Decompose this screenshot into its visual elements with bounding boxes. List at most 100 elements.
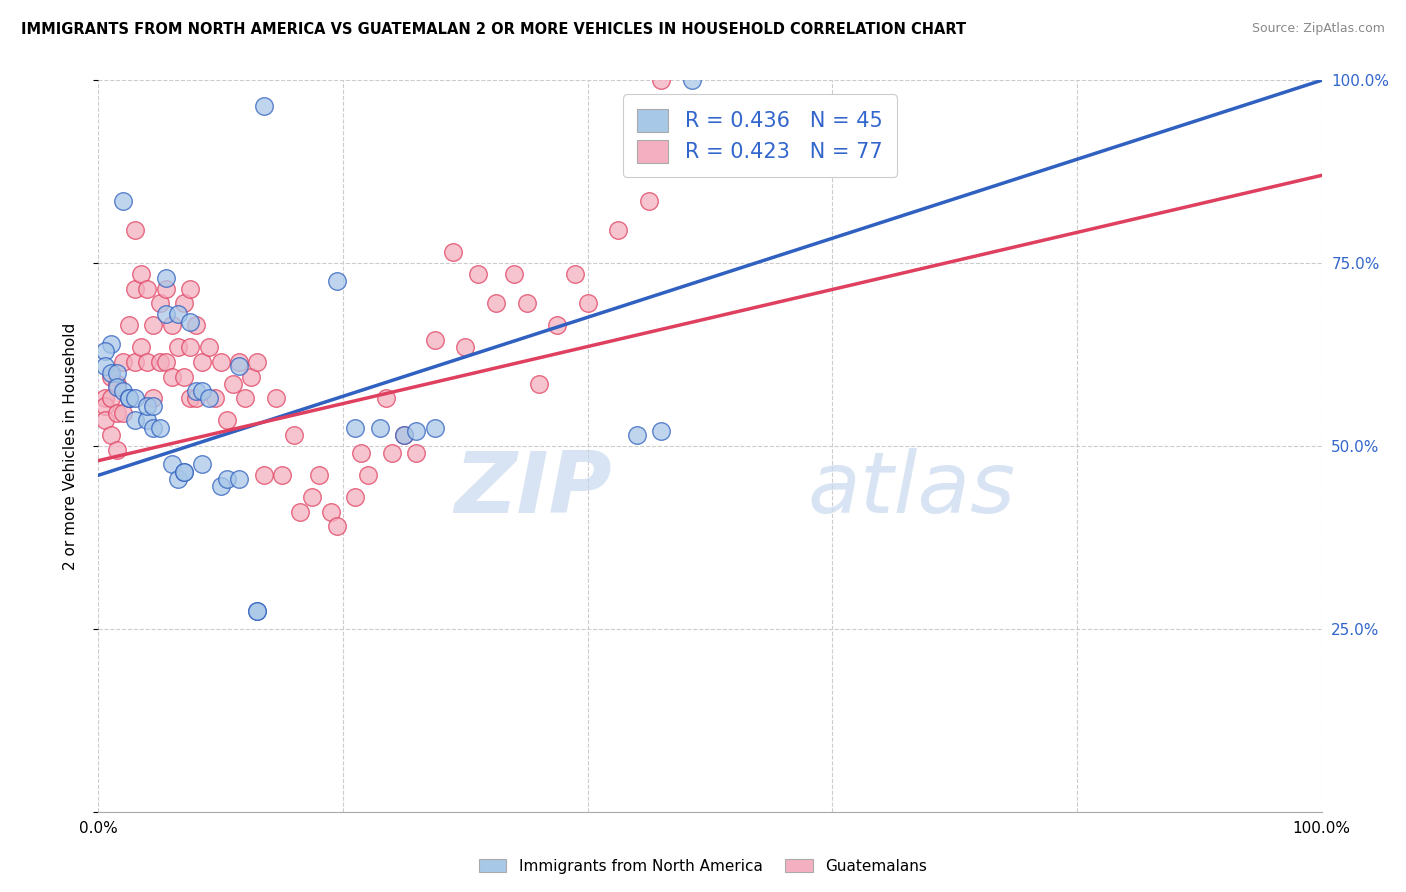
Point (191, 355, 214, 369)
Point (209, 355, 232, 369)
Point (186, 392, 208, 406)
Point (118, 392, 141, 406)
Point (301, 490, 323, 504)
Point (405, 446, 427, 460)
Point (167, 472, 190, 486)
Point (503, 267, 526, 281)
Point (124, 392, 146, 406)
Text: IMMIGRANTS FROM NORTH AMERICA VS GUATEMALAN 2 OR MORE VEHICLES IN HOUSEHOLD CORR: IMMIGRANTS FROM NORTH AMERICA VS GUATEMA… (21, 22, 966, 37)
Point (136, 413, 159, 427)
Point (326, 275, 349, 289)
Point (93, 359, 115, 373)
Point (100, 428, 122, 442)
Point (270, 468, 294, 483)
Legend: R = 0.436   N = 45, R = 0.423   N = 77: R = 0.436 N = 45, R = 0.423 N = 77 (623, 95, 897, 178)
Point (197, 392, 219, 406)
Point (142, 421, 165, 435)
Point (564, 267, 586, 281)
Point (350, 446, 373, 460)
Point (392, 428, 416, 442)
Point (142, 399, 165, 413)
Point (650, 73, 672, 87)
Point (264, 392, 287, 406)
Point (423, 333, 446, 347)
Point (186, 384, 208, 399)
Point (124, 223, 146, 237)
Point (485, 296, 508, 310)
Point (136, 282, 159, 296)
Point (167, 340, 190, 354)
Point (118, 392, 141, 406)
Point (240, 369, 263, 384)
Point (167, 307, 190, 321)
Point (344, 421, 367, 435)
Point (155, 307, 177, 321)
Point (423, 421, 446, 435)
Point (197, 340, 219, 354)
Point (283, 428, 305, 442)
Point (179, 282, 201, 296)
Point (637, 194, 661, 208)
Point (160, 318, 183, 333)
Point (215, 472, 238, 486)
Point (576, 296, 599, 310)
Point (441, 245, 464, 260)
Point (179, 392, 201, 406)
Point (228, 355, 250, 369)
Point (326, 519, 349, 533)
Point (246, 603, 269, 617)
Point (111, 355, 134, 369)
Point (405, 425, 427, 439)
Point (527, 376, 550, 391)
Point (100, 336, 122, 351)
Point (392, 428, 416, 442)
Point (246, 603, 269, 617)
Point (105, 406, 128, 420)
Point (136, 399, 159, 413)
Point (546, 318, 568, 333)
Point (111, 194, 134, 208)
Point (105, 380, 128, 394)
Point (228, 359, 250, 373)
Point (93, 392, 115, 406)
Point (129, 267, 152, 281)
Point (368, 421, 391, 435)
Point (173, 465, 195, 479)
Point (308, 468, 330, 483)
Point (173, 369, 195, 384)
Point (233, 392, 256, 406)
Point (105, 376, 128, 391)
Point (160, 457, 183, 471)
Point (319, 505, 342, 519)
Point (111, 384, 134, 399)
Point (155, 355, 177, 369)
Point (191, 457, 214, 471)
Point (100, 366, 122, 380)
Point (155, 270, 177, 285)
Y-axis label: 2 or more Vehicles in Household: 2 or more Vehicles in Household (63, 322, 77, 570)
Point (105, 366, 128, 380)
Point (149, 421, 172, 435)
Point (118, 392, 141, 406)
Point (344, 490, 367, 504)
Point (191, 384, 214, 399)
Point (204, 392, 226, 406)
Point (515, 296, 537, 310)
Point (381, 446, 404, 460)
Point (228, 472, 250, 486)
Point (173, 465, 195, 479)
Point (215, 413, 238, 427)
Point (179, 340, 201, 354)
Point (93, 343, 115, 358)
Point (136, 355, 159, 369)
Point (454, 340, 477, 354)
Point (155, 282, 177, 296)
Point (252, 468, 274, 483)
Point (124, 355, 146, 369)
Point (111, 406, 134, 420)
Point (467, 267, 489, 281)
Point (100, 369, 122, 384)
Point (356, 468, 378, 483)
Point (607, 223, 630, 237)
Point (142, 318, 165, 333)
